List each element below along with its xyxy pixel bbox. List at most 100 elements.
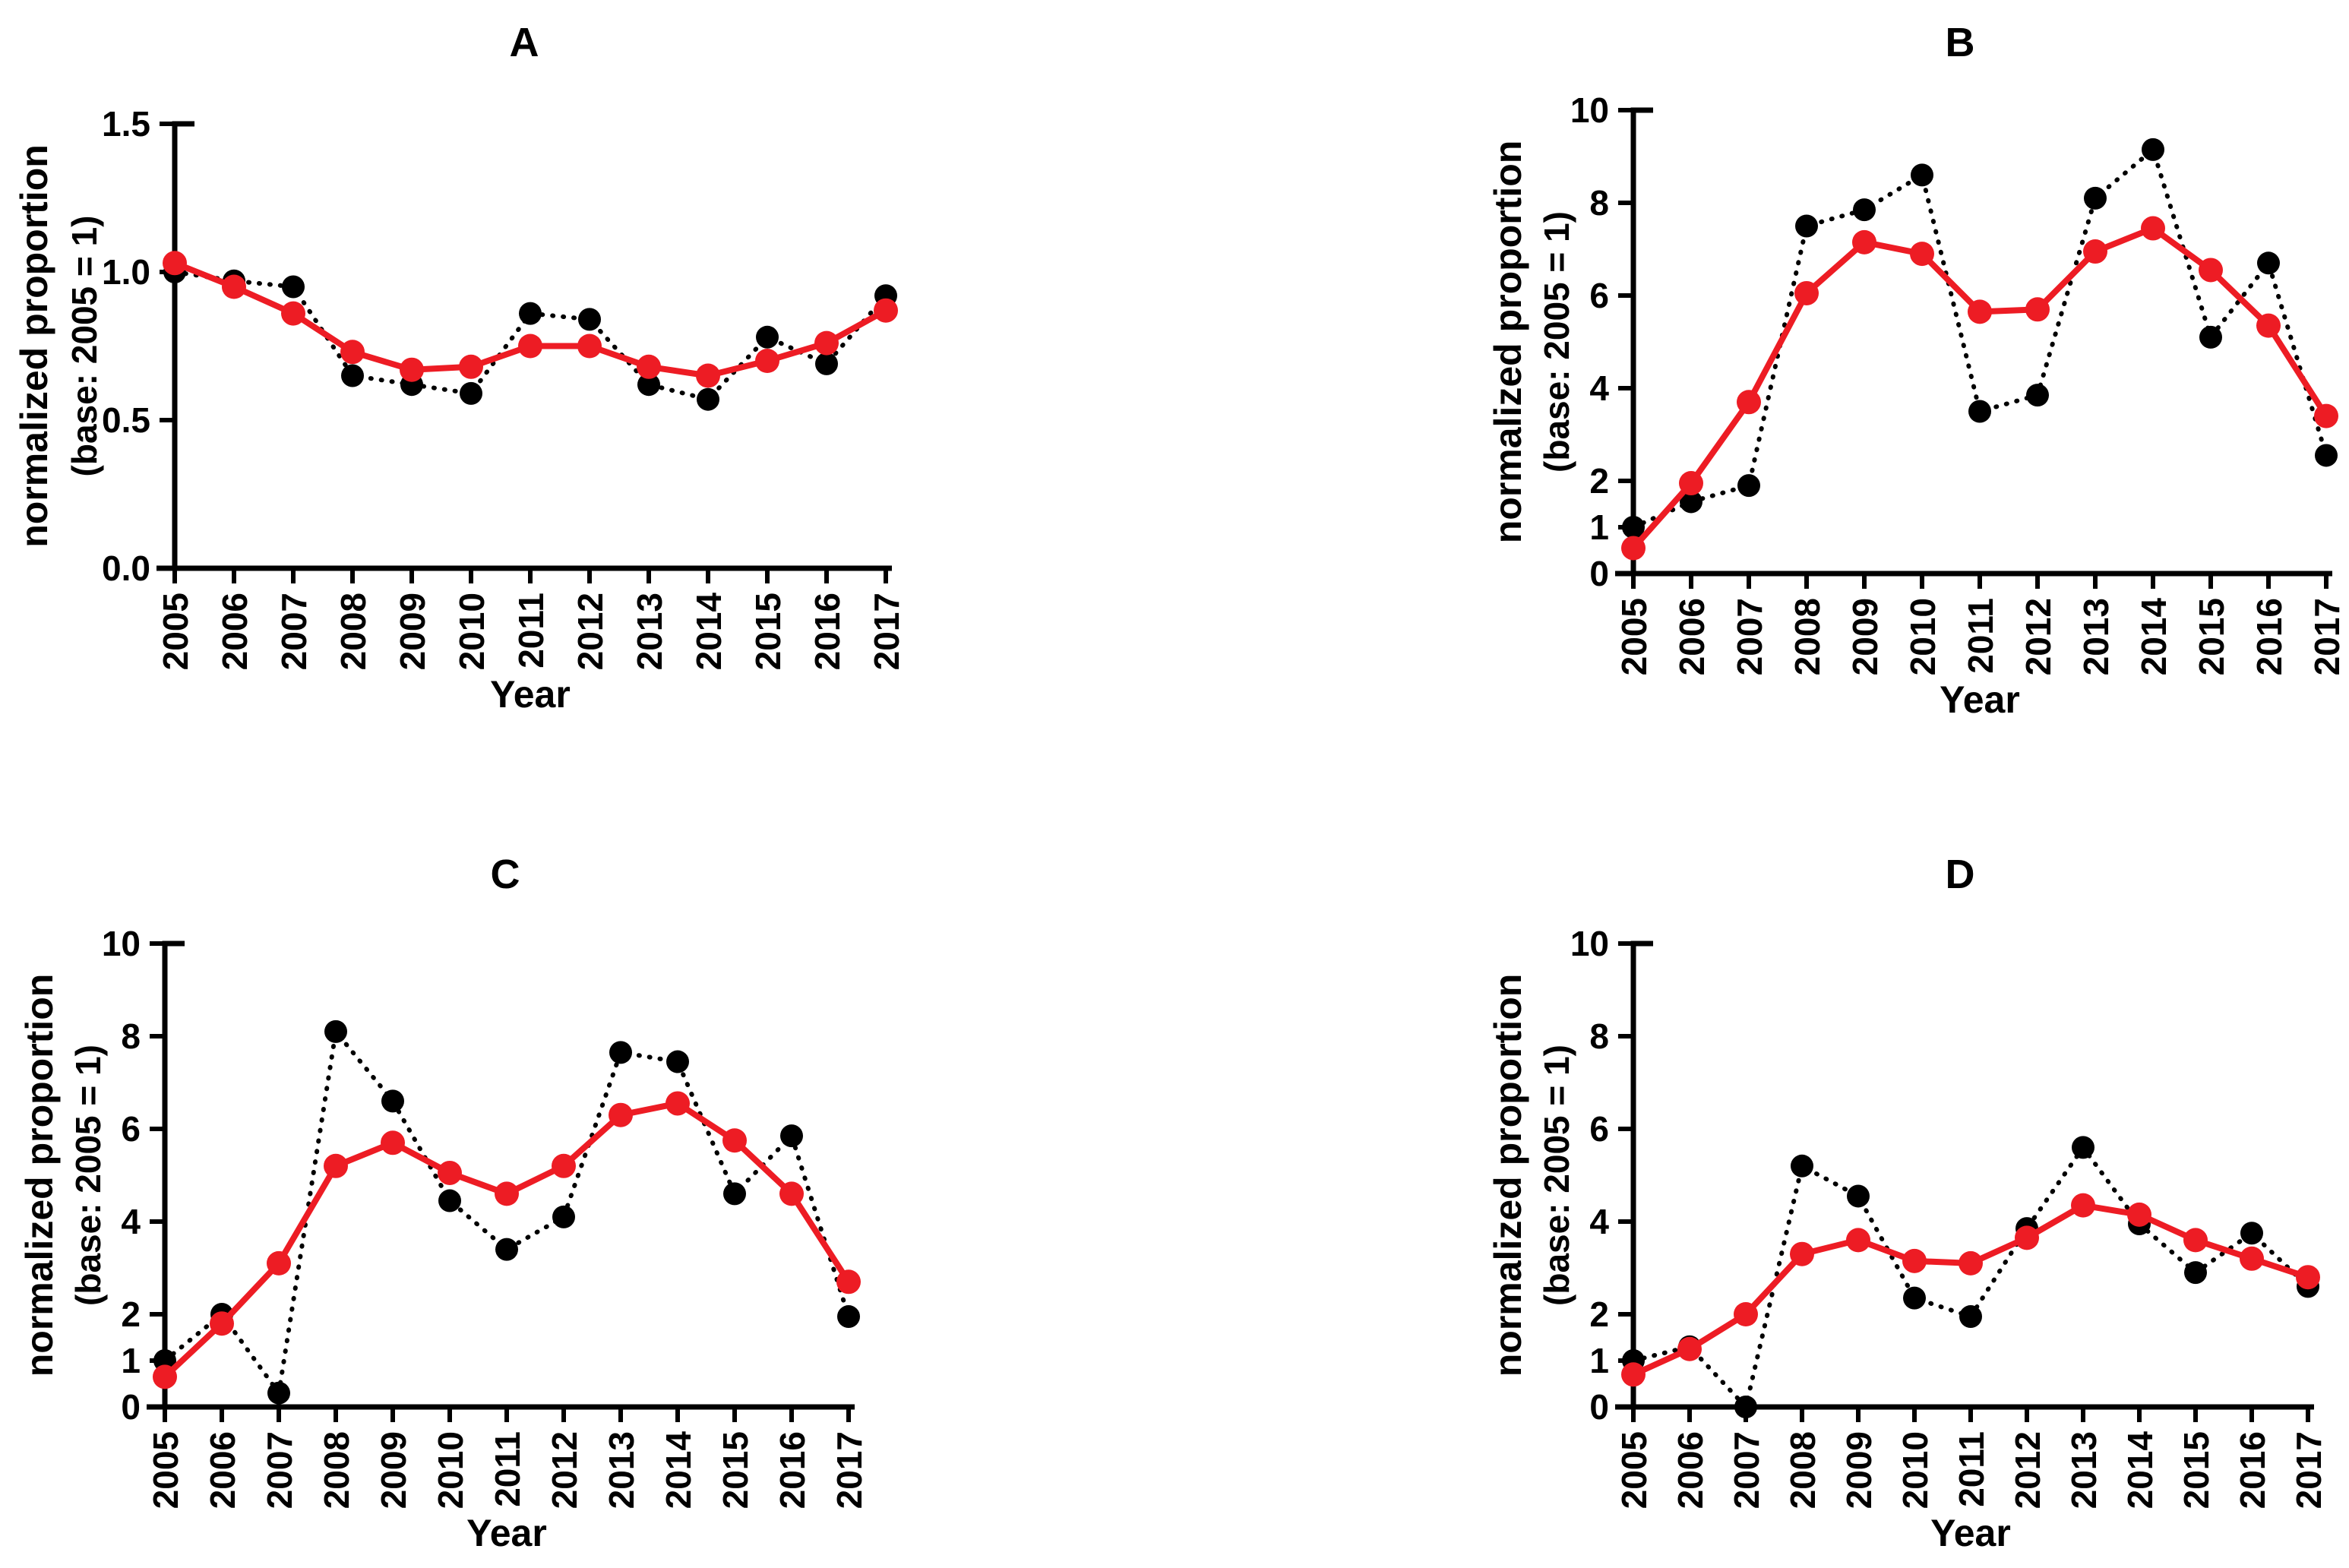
data-point-marker xyxy=(1959,1305,1982,1329)
data-point-marker xyxy=(2071,1193,2095,1218)
data-point-marker xyxy=(400,357,424,382)
y-axis-title-line1: normalized proportion xyxy=(1487,141,1529,544)
panel-B-title: B xyxy=(1946,20,1975,65)
data-point-marker xyxy=(153,1364,177,1389)
series-line xyxy=(1631,147,2328,530)
series-line xyxy=(1631,1145,2310,1409)
data-point-marker xyxy=(1791,1154,1813,1178)
x-axis-title: Year xyxy=(1930,1512,2011,1554)
y-tick-label: 8 xyxy=(1589,183,1609,223)
x-tick-label-2012: 2012 xyxy=(571,593,610,670)
data-point-marker xyxy=(2183,1228,2208,1253)
data-point-marker xyxy=(1622,516,1645,539)
y-tick-label: 0 xyxy=(1589,554,1609,593)
panel-A: A 0.0 0.5 1.0 1.5 2005 2006 2007 2008 2009 2010 201… xyxy=(13,20,906,716)
x-tick-label-2015: 2015 xyxy=(748,593,788,670)
data-point-marker xyxy=(874,298,898,323)
y-tick-label: 10 xyxy=(1570,90,1609,130)
data-point-marker xyxy=(1852,229,1876,254)
y-tick-label: 6 xyxy=(121,1109,141,1149)
data-point-marker xyxy=(341,364,364,387)
data-point-marker xyxy=(1968,299,1992,324)
x-tick-label-2007: 2007 xyxy=(274,593,314,670)
data-point-marker xyxy=(578,308,601,331)
x-tick-label-2008: 2008 xyxy=(1783,1431,1823,1509)
data-point-marker xyxy=(1846,1228,1870,1253)
y-tick-label: 0.0 xyxy=(102,548,150,588)
y-axis xyxy=(162,940,185,1410)
panel-B: B 0 1 2 4 6 8 10 2005 2006 2007 2008 2009 2010 2011 201… xyxy=(1487,20,2347,721)
x-tick-label-2012: 2012 xyxy=(2008,1431,2047,1509)
x-tick-label-2015: 2015 xyxy=(2177,1431,2216,1509)
x-tick-label-2010: 2010 xyxy=(431,1431,470,1509)
data-point-marker xyxy=(267,1381,290,1405)
data-point-marker xyxy=(2142,138,2164,161)
data-point-marker xyxy=(609,1102,633,1127)
data-point-marker xyxy=(1968,400,1991,423)
x-tick-label-2011: 2011 xyxy=(1952,1431,1991,1507)
y-axis xyxy=(1630,107,1653,577)
data-point-marker xyxy=(2084,186,2107,210)
x-tick-label-2014: 2014 xyxy=(689,593,729,671)
x-tick-label-2009: 2009 xyxy=(1839,1431,1879,1509)
data-point-marker xyxy=(1853,198,1876,222)
data-point-marker xyxy=(696,363,720,388)
x-tick-label-2013: 2013 xyxy=(630,593,669,670)
data-point-marker xyxy=(381,1089,404,1113)
x-tick-label-2013: 2013 xyxy=(602,1431,641,1509)
data-point-marker xyxy=(552,1205,575,1228)
data-point-marker xyxy=(836,1269,861,1295)
x-tick-label-2013: 2013 xyxy=(2076,598,2116,675)
y-tick-label: 10 xyxy=(1570,924,1609,963)
data-point-marker xyxy=(1911,163,1933,187)
x-tick-label-2013: 2013 xyxy=(2064,1431,2104,1509)
data-point-marker xyxy=(837,1305,860,1329)
x-tick-label-2006: 2006 xyxy=(1671,1431,1710,1509)
data-point-marker xyxy=(1794,280,1819,305)
x-tick-label-2009: 2009 xyxy=(1845,598,1885,675)
x-tick-label-2009: 2009 xyxy=(393,593,432,670)
data-point-marker xyxy=(267,1250,291,1276)
data-point-marker xyxy=(666,1050,689,1073)
data-point-marker xyxy=(495,1238,518,1261)
x-tick-label-2008: 2008 xyxy=(317,1431,356,1509)
series-line xyxy=(1631,225,2329,551)
data-point-marker xyxy=(1847,1184,1870,1208)
y-tick-label: 8 xyxy=(121,1016,141,1056)
y-axis-title-line2: (base: 2005 = 1) xyxy=(1537,1045,1576,1306)
data-point-marker xyxy=(2127,1202,2151,1227)
x-tick-label-2016: 2016 xyxy=(2233,1431,2272,1509)
x-tick-label-2011: 2011 xyxy=(1961,598,2000,674)
x-tick-label-2014: 2014 xyxy=(659,1431,698,1510)
y-tick-label: 0 xyxy=(121,1387,141,1427)
series-line xyxy=(1632,1202,2309,1377)
x-tick-label-2010: 2010 xyxy=(1903,598,1943,675)
y-axis-title-line2: (base: 2005 = 1) xyxy=(68,1045,108,1306)
x-tick-label-2014: 2014 xyxy=(2134,598,2174,676)
data-point-marker xyxy=(163,251,187,276)
x-tick-label-2015: 2015 xyxy=(2192,598,2231,675)
y-tick-label: 1 xyxy=(121,1341,141,1380)
data-point-marker xyxy=(438,1160,462,1185)
data-point-marker xyxy=(637,373,660,397)
data-point-marker xyxy=(697,387,719,411)
x-tick-label-2007: 2007 xyxy=(1730,598,1769,675)
data-point-marker xyxy=(460,381,482,405)
data-point-marker xyxy=(1621,536,1646,561)
data-point-marker xyxy=(577,334,602,359)
data-point-marker xyxy=(2314,403,2338,428)
y-tick-label: 10 xyxy=(102,924,141,963)
data-point-marker xyxy=(665,1091,690,1116)
y-axis-title-line2: (base: 2005 = 1) xyxy=(65,216,104,477)
data-point-marker xyxy=(637,354,661,379)
data-point-marker xyxy=(518,334,542,359)
x-tick-label-2007: 2007 xyxy=(1727,1431,1766,1509)
x-tick-label-2012: 2012 xyxy=(2019,598,2058,675)
y-tick-label: 6 xyxy=(1589,276,1609,315)
y-tick-label: 4 xyxy=(1589,368,1609,408)
y-tick-label: 6 xyxy=(1589,1109,1609,1149)
y-tick-label: 4 xyxy=(121,1202,141,1241)
data-point-marker xyxy=(722,1128,747,1153)
series-red-solid xyxy=(153,1091,861,1389)
x-tick-label-2017: 2017 xyxy=(867,593,906,670)
